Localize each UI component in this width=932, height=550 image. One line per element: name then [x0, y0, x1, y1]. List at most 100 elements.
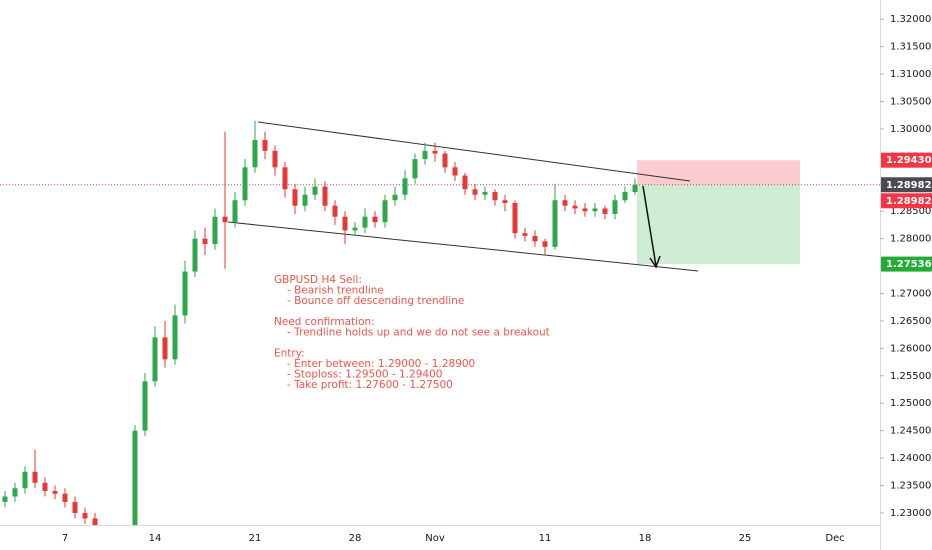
candle-body: [302, 194, 308, 206]
y-tick-label: 1.28000: [890, 234, 931, 245]
candle-body: [462, 175, 468, 190]
candle-body: [562, 200, 568, 206]
candle-body: [272, 150, 278, 168]
candle-body: [282, 167, 288, 190]
candle-body: [522, 233, 528, 236]
x-tick-label: 11: [539, 533, 552, 544]
candle-body: [2, 496, 8, 502]
x-tick-label: 28: [349, 533, 362, 544]
plot-area: GBPUSD H4 Sell:- Bearish trendline- Boun…: [0, 120, 880, 525]
note-item: - Bounce off descending trendline: [287, 295, 464, 307]
candle-body: [172, 315, 178, 360]
candle-body: [182, 271, 188, 316]
candle-body: [202, 238, 208, 245]
candle-body: [532, 235, 538, 242]
note-heading: Need confirmation:: [274, 316, 375, 328]
candle-body: [332, 205, 338, 217]
candle-body: [442, 153, 448, 168]
price-label-box: [881, 152, 932, 168]
candle-body: [422, 150, 428, 160]
candle-body: [312, 186, 318, 195]
candle-body: [252, 139, 258, 168]
x-tick-label: Dec: [825, 533, 844, 544]
note-item: - Bearish trendline: [287, 285, 384, 297]
y-tick-label: 1.30500: [890, 96, 931, 107]
candle-body: [292, 189, 298, 206]
candle-body: [152, 337, 158, 382]
candle-body: [222, 216, 228, 223]
x-tick-label: 25: [739, 533, 752, 544]
candle-body: [392, 194, 398, 201]
x-tick-label: 21: [249, 533, 262, 544]
candle-body: [612, 200, 618, 214]
price-label-box: [881, 256, 932, 272]
candle-body: [262, 139, 268, 151]
candle-body: [322, 186, 328, 206]
candle-body: [632, 184, 638, 193]
candle-body: [162, 337, 168, 360]
candle-body: [32, 471, 38, 483]
candle-body: [412, 159, 418, 179]
x-tick-label: Nov: [425, 533, 445, 544]
candle-body: [92, 518, 98, 525]
candle-body: [82, 512, 88, 519]
candle-body: [622, 192, 628, 201]
y-tick-label: 1.25500: [890, 371, 931, 382]
candle-body: [382, 200, 388, 223]
note-item: - Stoploss: 1.29500 - 1.29400: [287, 369, 442, 381]
price-label: 1.28982: [886, 180, 932, 191]
trendline-upper: [257, 121, 691, 182]
candle-body: [52, 490, 58, 494]
y-tick-label: 1.26000: [890, 343, 931, 354]
target-zone: [637, 184, 800, 265]
candle-body: [402, 178, 408, 195]
candle-body: [352, 227, 358, 231]
candle-body: [212, 216, 218, 245]
candle-body: [452, 167, 458, 176]
candle-body: [72, 501, 78, 513]
candle-body: [482, 192, 488, 195]
y-tick-label: 1.32000: [890, 14, 931, 25]
candle-body: [372, 216, 378, 223]
y-tick-label: 1.23000: [890, 508, 931, 519]
price-label: 1.28982: [886, 196, 932, 207]
y-tick-label: 1.27000: [890, 288, 931, 299]
stop-zone: [637, 160, 800, 185]
x-tick-label: 18: [639, 533, 652, 544]
y-tick-label: 1.24500: [890, 426, 931, 437]
arrow-head: [649, 255, 661, 269]
candle-body: [512, 202, 518, 234]
y-tick-label: 1.26500: [890, 316, 931, 327]
candle-body: [22, 471, 28, 489]
candle-body: [472, 189, 478, 195]
y-tick-label: 1.25000: [890, 398, 931, 409]
price-label-box: [881, 177, 932, 193]
arrow-shaft: [642, 185, 657, 267]
y-tick-label: 1.24000: [890, 453, 931, 464]
y-tick-label: 1.31500: [890, 42, 931, 53]
candle-body: [432, 150, 438, 154]
price-label: 1.29430: [886, 155, 932, 166]
note-item: - Enter between: 1.29000 - 1.28900: [287, 358, 475, 370]
note-item: - Take profit: 1.27600 - 1.27500: [287, 379, 453, 391]
candle-body: [602, 208, 608, 214]
candle-body: [192, 238, 198, 272]
note-heading: GBPUSD H4 Sell:: [274, 274, 362, 286]
candle-body: [552, 200, 558, 247]
candle-body: [12, 488, 18, 497]
y-tick-label: 1.30000: [890, 124, 931, 135]
note-heading: Entry:: [274, 348, 305, 360]
candle-body: [242, 167, 248, 201]
x-tick-label: 7: [62, 533, 68, 544]
candle-body: [492, 192, 498, 201]
candle-body: [62, 493, 68, 502]
price-label: 1.27536: [886, 259, 932, 270]
y-tick-label: 1.31000: [890, 69, 931, 80]
y-tick-label: 1.28500: [890, 206, 931, 217]
candle-body: [42, 482, 48, 491]
price-label-box: [881, 193, 932, 209]
x-tick-label: 14: [149, 533, 162, 544]
candle-body: [232, 200, 238, 223]
